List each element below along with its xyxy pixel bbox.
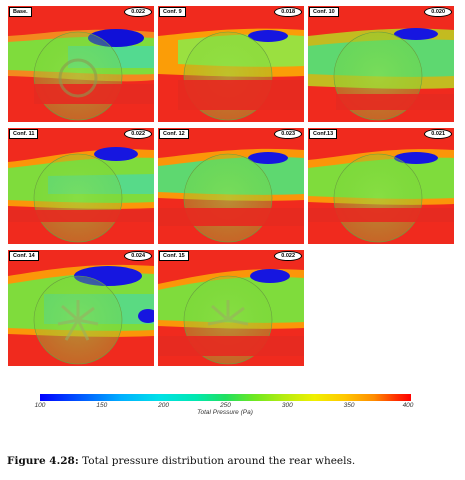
flow-panel-1: Base. 0.022 xyxy=(8,6,154,122)
flow-panel-7: Conf. 14 0.024 xyxy=(8,250,154,366)
colorbar-tick: 300 xyxy=(281,402,293,409)
pressure-field xyxy=(8,128,154,244)
flow-panel-4: Conf. 11 0.022 xyxy=(8,128,154,244)
colorbar-title: Total Pressure (Pa) xyxy=(197,409,253,416)
configuration-label: Conf. 11 xyxy=(9,129,39,139)
coefficient-badge: 0.021 xyxy=(424,129,452,139)
configuration-label: Conf.13 xyxy=(309,129,338,139)
pressure-field xyxy=(8,6,154,122)
configuration-label: Base. xyxy=(9,7,32,17)
figure-caption: Figure 4.28: Total pressure distribution… xyxy=(7,455,459,467)
pressure-field xyxy=(308,6,454,122)
coefficient-badge: 0.024 xyxy=(124,251,152,261)
colorbar-tick: 400 xyxy=(402,402,414,409)
configuration-label: Conf. 10 xyxy=(309,7,339,17)
colorbar-tick: 250 xyxy=(220,402,231,409)
coefficient-badge: 0.018 xyxy=(274,7,302,17)
coefficient-badge: 0.022 xyxy=(124,129,152,139)
coefficient-badge: 0.022 xyxy=(124,7,152,17)
flow-panel-5: Conf. 12 0.023 xyxy=(158,128,304,244)
figure-number: Figure 4.28: xyxy=(7,455,79,467)
configuration-label: Conf. 14 xyxy=(9,251,39,261)
pressure-field xyxy=(158,6,304,122)
pressure-field xyxy=(308,128,454,244)
pressure-field xyxy=(158,250,304,366)
coefficient-badge: 0.023 xyxy=(274,129,302,139)
caption-text: Total pressure distribution around the r… xyxy=(82,455,356,467)
pressure-field xyxy=(8,250,154,366)
pressure-field xyxy=(158,128,304,244)
colorbar-tick: 100 xyxy=(34,402,46,409)
configuration-label: Conf. 9 xyxy=(159,7,186,17)
colorbar-tick: 200 xyxy=(158,402,170,409)
colorbar-tick: 150 xyxy=(96,402,108,409)
flow-panel-3: Conf. 10 0.020 xyxy=(308,6,454,122)
flow-panel-8: Conf. 15 0.022 xyxy=(158,250,304,366)
coefficient-badge: 0.020 xyxy=(424,7,452,17)
configuration-label: Conf. 15 xyxy=(159,251,189,261)
colorbar-tick: 350 xyxy=(343,402,355,409)
configuration-label: Conf. 12 xyxy=(159,129,189,139)
flow-panel-2: Conf. 9 0.018 xyxy=(158,6,304,122)
flow-panel-6: Conf.13 0.021 xyxy=(308,128,454,244)
colorbar-gradient xyxy=(40,394,411,401)
coefficient-badge: 0.022 xyxy=(274,251,302,261)
